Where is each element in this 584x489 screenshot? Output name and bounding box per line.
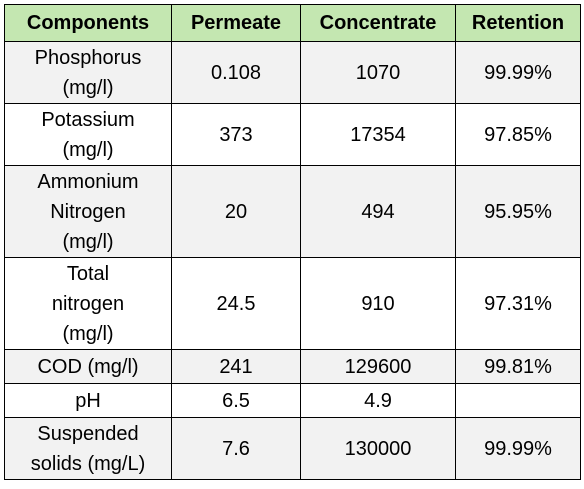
component-label: Total nitrogen (mg/l) <box>51 262 125 345</box>
table-body: Phosphorus (mg/l) 0.108 1070 99.99% Pota… <box>4 41 581 480</box>
data-table: Components Permeate Concentrate Retentio… <box>4 4 581 480</box>
concentrate-cell: 494 <box>300 165 456 258</box>
table-row: Ammonium Nitrogen (mg/l) 20 494 95.95% <box>4 165 581 258</box>
concentrate-cell: 17354 <box>300 103 456 166</box>
retention-cell <box>455 383 581 418</box>
concentrate-cell: 1070 <box>300 41 456 104</box>
component-label: Potassium (mg/l) <box>41 108 135 161</box>
table-row: COD (mg/l) 241 129600 99.81% <box>4 349 581 384</box>
component-label: Phosphorus (mg/l) <box>34 46 142 99</box>
component-cell: pH <box>4 383 172 418</box>
component-cell: Ammonium Nitrogen (mg/l) <box>4 165 172 258</box>
retention-cell: 97.31% <box>455 257 581 350</box>
table-row: Potassium (mg/l) 373 17354 97.85% <box>4 103 581 166</box>
component-label: pH <box>75 389 101 412</box>
retention-cell: 99.99% <box>455 417 581 480</box>
header-concentrate: Concentrate <box>300 4 456 42</box>
permeate-cell: 7.6 <box>171 417 301 480</box>
component-cell: Phosphorus (mg/l) <box>4 41 172 104</box>
header-permeate: Permeate <box>171 4 301 42</box>
component-label: COD (mg/l) <box>37 355 139 378</box>
table-row: Suspended solids (mg/L) 7.6 130000 99.99… <box>4 417 581 480</box>
retention-cell: 95.95% <box>455 165 581 258</box>
concentrate-cell: 129600 <box>300 349 456 384</box>
header-components: Components <box>4 4 172 42</box>
concentrate-cell: 4.9 <box>300 383 456 418</box>
table-row: pH 6.5 4.9 <box>4 383 581 418</box>
table-row: Phosphorus (mg/l) 0.108 1070 99.99% <box>4 41 581 104</box>
component-cell: Suspended solids (mg/L) <box>4 417 172 480</box>
component-cell: Potassium (mg/l) <box>4 103 172 166</box>
permeate-cell: 241 <box>171 349 301 384</box>
component-cell: COD (mg/l) <box>4 349 172 384</box>
concentrate-cell: 130000 <box>300 417 456 480</box>
concentrate-cell: 910 <box>300 257 456 350</box>
header-retention: Retention <box>455 4 581 42</box>
table-header: Components Permeate Concentrate Retentio… <box>4 4 581 42</box>
retention-cell: 99.81% <box>455 349 581 384</box>
permeate-cell: 6.5 <box>171 383 301 418</box>
retention-cell: 99.99% <box>455 41 581 104</box>
permeate-cell: 373 <box>171 103 301 166</box>
component-label: Suspended solids (mg/L) <box>30 422 146 475</box>
retention-cell: 97.85% <box>455 103 581 166</box>
component-cell: Total nitrogen (mg/l) <box>4 257 172 350</box>
component-label: Ammonium Nitrogen (mg/l) <box>37 170 139 253</box>
permeate-cell: 24.5 <box>171 257 301 350</box>
permeate-cell: 0.108 <box>171 41 301 104</box>
table-row: Total nitrogen (mg/l) 24.5 910 97.31% <box>4 257 581 350</box>
permeate-cell: 20 <box>171 165 301 258</box>
header-row: Components Permeate Concentrate Retentio… <box>4 4 581 42</box>
